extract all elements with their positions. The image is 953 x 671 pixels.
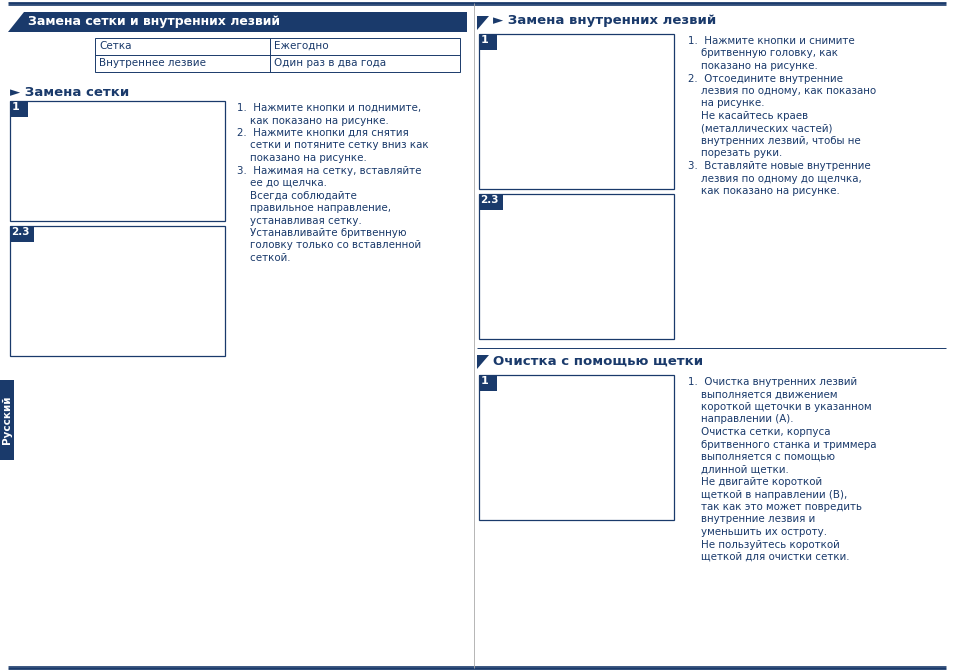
Text: Внутреннее лезвие: Внутреннее лезвие (99, 58, 206, 68)
Text: так как это может повредить: так как это может повредить (687, 502, 862, 512)
Text: правильное направление,: правильное направление, (236, 203, 391, 213)
Text: бритвенную головку, как: бритвенную головку, как (687, 48, 837, 58)
Text: ► Замена внутренних лезвий: ► Замена внутренних лезвий (493, 14, 716, 27)
Text: щеткой в направлении (В),: щеткой в направлении (В), (687, 490, 846, 499)
Text: 2.  Нажмите кнопки для снятия: 2. Нажмите кнопки для снятия (236, 128, 408, 138)
Text: сеткой.: сеткой. (236, 253, 291, 263)
Text: Замена сетки и внутренних лезвий: Замена сетки и внутренних лезвий (28, 15, 280, 28)
Polygon shape (8, 12, 24, 32)
Bar (478, 194, 502, 210)
Text: Ежегодно: Ежегодно (274, 41, 328, 51)
Bar (10, 226, 225, 356)
Text: Очистка с помощью щетки: Очистка с помощью щетки (493, 355, 702, 368)
Bar (0, 380, 14, 460)
Bar (478, 194, 673, 339)
Text: как показано на рисунке.: как показано на рисунке. (236, 115, 388, 125)
Polygon shape (476, 16, 489, 30)
Bar (478, 34, 673, 189)
Text: направлении (А).: направлении (А). (687, 415, 793, 425)
Text: Русский: Русский (2, 396, 12, 444)
Text: (металлических частей): (металлических частей) (687, 123, 832, 134)
Bar (10, 226, 34, 242)
Text: 2.3: 2.3 (479, 195, 498, 205)
Text: длинной щетки.: длинной щетки. (687, 464, 788, 474)
Bar (95, 38, 459, 72)
Text: бритвенного станка и триммера: бритвенного станка и триммера (687, 440, 876, 450)
Text: короткой щеточки в указанном: короткой щеточки в указанном (687, 402, 871, 412)
Bar (478, 375, 497, 391)
Text: Устанавливайте бритвенную: Устанавливайте бритвенную (236, 228, 406, 238)
Text: Не касайтесь краев: Не касайтесь краев (687, 111, 807, 121)
Text: 3.  Нажимая на сетку, вставляйте: 3. Нажимая на сетку, вставляйте (236, 166, 421, 176)
Text: устанавливая сетку.: устанавливая сетку. (236, 215, 361, 225)
Text: Не двигайте короткой: Не двигайте короткой (687, 477, 821, 487)
Text: 1: 1 (12, 102, 20, 112)
Bar (8, 12, 467, 32)
Text: ее до щелчка.: ее до щелчка. (236, 178, 327, 188)
Text: Всегда соблюдайте: Всегда соблюдайте (236, 191, 356, 201)
Text: лезвия по одному до щелчка,: лезвия по одному до щелчка, (687, 174, 861, 183)
Polygon shape (476, 355, 489, 369)
Bar (478, 34, 497, 50)
Text: ► Замена сетки: ► Замена сетки (10, 86, 129, 99)
Text: 1.  Нажмите кнопки и поднимите,: 1. Нажмите кнопки и поднимите, (236, 103, 420, 113)
Text: выполняется движением: выполняется движением (687, 389, 837, 399)
Text: 3.  Вставляйте новые внутренние: 3. Вставляйте новые внутренние (687, 161, 870, 171)
Text: лезвия по одному, как показано: лезвия по одному, как показано (687, 86, 875, 96)
Text: выполняется с помощью: выполняется с помощью (687, 452, 834, 462)
Text: 1.  Очистка внутренних лезвий: 1. Очистка внутренних лезвий (687, 377, 856, 387)
Text: на рисунке.: на рисунке. (687, 99, 763, 109)
Text: 1: 1 (480, 376, 488, 386)
Text: щеткой для очистки сетки.: щеткой для очистки сетки. (687, 552, 848, 562)
Text: внутренние лезвия и: внутренние лезвия и (687, 515, 815, 525)
Text: 1: 1 (480, 35, 488, 45)
Text: Сетка: Сетка (99, 41, 132, 51)
Text: порезать руки.: порезать руки. (687, 148, 781, 158)
Text: показано на рисунке.: показано на рисунке. (236, 153, 366, 163)
Text: Очистка сетки, корпуса: Очистка сетки, корпуса (687, 427, 830, 437)
Text: Один раз в два года: Один раз в два года (274, 58, 386, 68)
Bar (476, 353, 945, 371)
Text: 2.3: 2.3 (11, 227, 30, 237)
Bar (10, 101, 225, 221)
Text: головку только со вставленной: головку только со вставленной (236, 240, 420, 250)
Text: показано на рисунке.: показано на рисунке. (687, 61, 817, 71)
Text: как показано на рисунке.: как показано на рисунке. (687, 186, 839, 196)
Text: 1.  Нажмите кнопки и снимите: 1. Нажмите кнопки и снимите (687, 36, 854, 46)
Text: внутренних лезвий, чтобы не: внутренних лезвий, чтобы не (687, 136, 860, 146)
Text: уменьшить их остроту.: уменьшить их остроту. (687, 527, 826, 537)
Text: сетки и потяните сетку вниз как: сетки и потяните сетку вниз как (236, 140, 428, 150)
Text: 2.  Отсоедините внутренние: 2. Отсоедините внутренние (687, 74, 842, 83)
Bar (478, 375, 673, 520)
Bar (10, 101, 28, 117)
Text: Не пользуйтесь короткой: Не пользуйтесь короткой (687, 539, 839, 550)
